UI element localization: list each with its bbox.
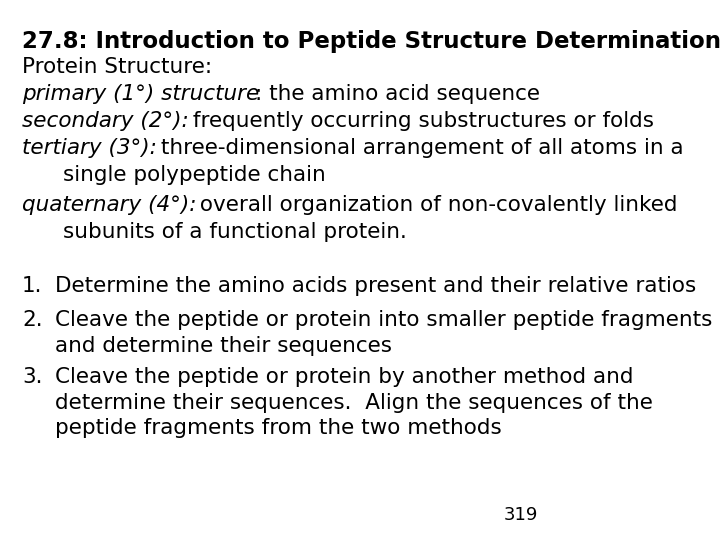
Text: and determine their sequences: and determine their sequences (55, 336, 392, 356)
Text: determine their sequences.  Align the sequences of the: determine their sequences. Align the seq… (55, 393, 652, 413)
Text: quaternary (4°):: quaternary (4°): (22, 195, 197, 215)
Text: Determine the amino acids present and their relative ratios: Determine the amino acids present and th… (55, 276, 696, 296)
Text: frequently occurring substructures or folds: frequently occurring substructures or fo… (186, 111, 654, 131)
Text: single polypeptide chain: single polypeptide chain (63, 165, 325, 185)
Text: peptide fragments from the two methods: peptide fragments from the two methods (55, 418, 502, 438)
Text: : the amino acid sequence: : the amino acid sequence (255, 84, 540, 104)
Text: 27.8: Introduction to Peptide Structure Determination.: 27.8: Introduction to Peptide Structure … (22, 30, 720, 53)
Text: 319: 319 (504, 506, 539, 524)
Text: Cleave the peptide or protein into smaller peptide fragments: Cleave the peptide or protein into small… (55, 310, 712, 330)
Text: secondary (2°):: secondary (2°): (22, 111, 189, 131)
Text: primary (1°) structure: primary (1°) structure (22, 84, 259, 104)
Text: 1.: 1. (22, 276, 42, 296)
Text: Protein Structure:: Protein Structure: (22, 57, 212, 77)
Text: 3.: 3. (22, 367, 42, 387)
Text: three-dimensional arrangement of all atoms in a: three-dimensional arrangement of all ato… (154, 138, 684, 158)
Text: tertiary (3°):: tertiary (3°): (22, 138, 157, 158)
Text: subunits of a functional protein.: subunits of a functional protein. (63, 222, 407, 242)
Text: Cleave the peptide or protein by another method and: Cleave the peptide or protein by another… (55, 367, 634, 387)
Text: overall organization of non-covalently linked: overall organization of non-covalently l… (193, 195, 678, 215)
Text: 2.: 2. (22, 310, 42, 330)
